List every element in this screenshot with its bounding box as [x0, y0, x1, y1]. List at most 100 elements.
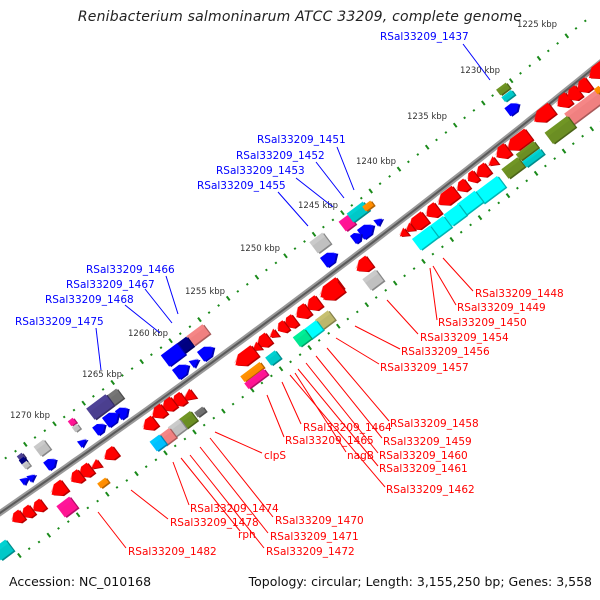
gene-arrow[interactable] — [464, 169, 482, 187]
reverse-gene-label[interactable]: RSal33209_1460 — [379, 450, 468, 462]
gene-arrow[interactable] — [319, 280, 347, 306]
gene-arrow[interactable] — [352, 255, 376, 278]
gene-arrow[interactable] — [405, 211, 432, 236]
gene-box[interactable] — [496, 82, 512, 97]
gene-arrow[interactable] — [303, 294, 325, 316]
gene-box[interactable] — [309, 232, 333, 255]
reverse-gene-label[interactable]: RSal33209_1482 — [128, 546, 217, 558]
gene-arrow[interactable] — [454, 178, 473, 197]
gene-arrow[interactable] — [267, 328, 282, 343]
reverse-gene-label[interactable]: RSal33209_1474 — [190, 503, 279, 515]
gene-box[interactable] — [186, 323, 212, 347]
gene-box[interactable] — [362, 200, 376, 213]
gene-box[interactable] — [292, 328, 314, 348]
gene-arrow[interactable] — [403, 222, 418, 237]
gene-box[interactable] — [501, 89, 517, 103]
gene-box[interactable] — [149, 434, 169, 453]
gene-arrow[interactable] — [140, 415, 161, 436]
gene-arrow[interactable] — [473, 162, 494, 183]
gene-arrow[interactable] — [504, 99, 523, 117]
gene-arrow[interactable] — [573, 76, 595, 98]
gene-arrow[interactable] — [19, 504, 38, 523]
forward-gene-label[interactable]: RSal33209_1468 — [45, 294, 134, 306]
gene-arrow[interactable] — [320, 248, 342, 269]
gene-arrow[interactable] — [114, 403, 133, 421]
gene-box[interactable] — [501, 156, 527, 180]
gene-arrow[interactable] — [149, 403, 170, 424]
reverse-gene-label[interactable]: RSal33209_1456 — [401, 346, 490, 358]
reverse-gene-label[interactable]: RSal33209_1454 — [420, 332, 509, 344]
gene-box[interactable] — [412, 225, 440, 251]
reverse-gene-label[interactable]: RSal33209_1478 — [170, 517, 259, 529]
reverse-gene-label[interactable]: RSal33209_1448 — [475, 288, 564, 300]
reverse-gene-label[interactable]: nagB — [347, 450, 374, 462]
gene-arrow[interactable] — [172, 360, 194, 381]
gene-arrow[interactable] — [349, 229, 366, 245]
forward-gene-label[interactable]: RSal33209_1453 — [216, 165, 305, 177]
forward-gene-label[interactable]: RSal33209_1451 — [257, 134, 346, 146]
gene-box[interactable] — [244, 368, 270, 390]
gene-arrow[interactable] — [553, 91, 575, 113]
gene-arrow[interactable] — [47, 479, 71, 502]
gene-arrow[interactable] — [92, 420, 110, 437]
gene-arrow[interactable] — [88, 458, 104, 474]
gene-box[interactable] — [474, 175, 508, 205]
gene-arrow[interactable] — [434, 185, 462, 211]
gene-arrow[interactable] — [26, 471, 39, 484]
gene-arrow[interactable] — [19, 474, 32, 487]
reverse-gene-label[interactable]: RSal33209_1458 — [390, 418, 479, 430]
gene-arrow[interactable] — [274, 319, 292, 337]
gene-box[interactable] — [544, 115, 578, 145]
gene-box[interactable] — [362, 269, 386, 292]
gene-arrow[interactable] — [422, 201, 444, 223]
gene-box[interactable] — [56, 496, 80, 519]
gene-arrow[interactable] — [76, 462, 97, 483]
gene-arrow[interactable] — [159, 396, 180, 417]
reverse-gene-label[interactable]: RSal33209_1472 — [266, 546, 355, 558]
forward-gene-label[interactable]: RSal33209_1452 — [236, 150, 325, 162]
gene-box[interactable] — [443, 203, 469, 227]
reverse-gene-label[interactable]: RSal33209_1461 — [379, 463, 468, 475]
reverse-gene-label[interactable]: RSal33209_1465 — [285, 435, 374, 447]
forward-gene-label[interactable]: RSal33209_1467 — [66, 279, 155, 291]
forward-gene-label[interactable]: RSal33209_1455 — [197, 180, 286, 192]
gene-box[interactable] — [522, 148, 546, 169]
gene-box[interactable] — [0, 539, 16, 562]
gene-box[interactable] — [515, 140, 541, 162]
gene-arrow[interactable] — [292, 302, 314, 324]
gene-arrow[interactable] — [188, 355, 204, 370]
reverse-gene-label[interactable]: RSal33209_1470 — [275, 515, 364, 527]
gene-arrow[interactable] — [503, 128, 535, 157]
reverse-gene-label[interactable]: RSal33209_1457 — [380, 362, 469, 374]
reverse-gene-label[interactable]: clpS — [264, 450, 286, 462]
gene-box[interactable] — [265, 350, 283, 367]
gene-arrow[interactable] — [373, 215, 386, 228]
forward-gene-label[interactable]: RSal33209_1466 — [86, 264, 175, 276]
gene-arrow[interactable] — [231, 344, 261, 372]
gene-arrow[interactable] — [76, 435, 91, 449]
gene-box[interactable] — [33, 439, 53, 458]
gene-box[interactable] — [194, 406, 208, 419]
gene-arrow[interactable] — [563, 84, 585, 106]
gene-arrow[interactable] — [530, 102, 558, 128]
gene-arrow[interactable] — [485, 156, 501, 171]
gene-arrow[interactable] — [102, 408, 124, 429]
gene-arrow[interactable] — [281, 313, 301, 333]
gene-arrow[interactable] — [357, 220, 379, 241]
gene-box[interactable] — [457, 190, 485, 216]
gene-arrow[interactable] — [67, 468, 87, 488]
reverse-gene-label[interactable]: RSal33209_1450 — [438, 317, 527, 329]
gene-arrow[interactable] — [254, 332, 275, 353]
gene-arrow[interactable] — [397, 227, 412, 242]
gene-box[interactable] — [564, 86, 600, 126]
gene-arrow[interactable] — [492, 142, 514, 164]
gene-arrow[interactable] — [169, 391, 190, 411]
gene-box[interactable] — [86, 393, 116, 421]
gene-box[interactable] — [71, 423, 83, 433]
gene-box[interactable] — [106, 388, 126, 407]
gene-box[interactable] — [240, 361, 266, 383]
reverse-gene-label[interactable]: RSal33209_1459 — [383, 436, 472, 448]
gene-arrow[interactable] — [43, 455, 61, 472]
gene-arrow[interactable] — [197, 342, 219, 363]
forward-gene-label[interactable]: RSal33209_1475 — [15, 316, 104, 328]
